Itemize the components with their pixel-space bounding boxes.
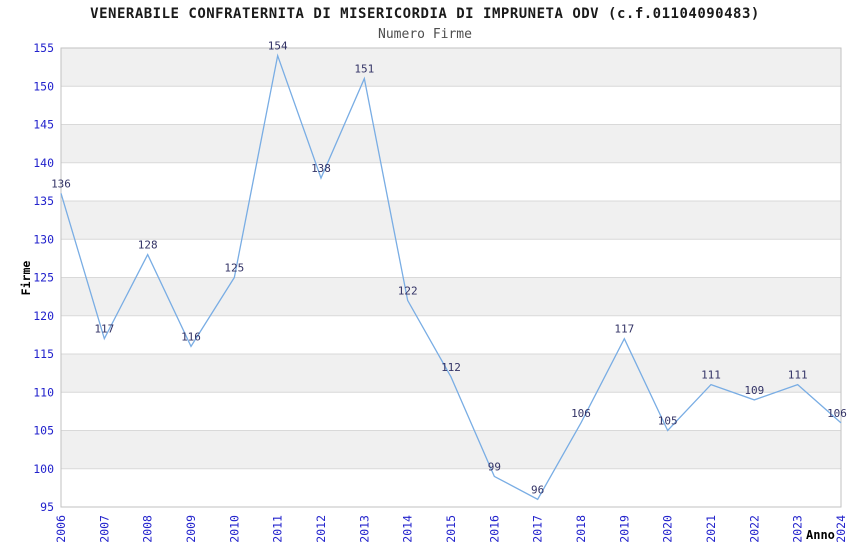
x-tick-label: 2011 <box>271 515 285 543</box>
data-point-label: 106 <box>571 407 591 420</box>
data-point-label: 116 <box>181 330 201 343</box>
x-tick-label: 2020 <box>661 515 675 543</box>
data-point-label: 111 <box>701 369 721 382</box>
plot-border <box>60 47 842 508</box>
y-tick-label: 130 <box>33 232 54 246</box>
y-axis-label: Firme <box>19 260 33 296</box>
x-tick-label: 2009 <box>184 515 198 543</box>
x-tick-label: 2019 <box>617 515 631 543</box>
plot-band <box>61 430 841 469</box>
data-point-label: 105 <box>658 415 678 428</box>
chart-subtitle: Numero Firme <box>378 27 472 42</box>
data-point-label: 112 <box>441 361 461 374</box>
plot-band <box>61 277 841 316</box>
y-tick-label: 135 <box>33 194 54 208</box>
x-tick-label: 2022 <box>747 515 761 543</box>
y-tick-label: 125 <box>33 271 54 285</box>
y-tick-label: 155 <box>33 41 54 55</box>
x-tick-label: 2017 <box>531 515 545 543</box>
plot-band <box>61 201 841 240</box>
x-tick-label: 2013 <box>357 515 371 543</box>
data-point-label: 138 <box>311 162 331 175</box>
x-tick-label: 2008 <box>141 515 155 543</box>
data-point-label: 154 <box>268 40 288 53</box>
data-point-label: 122 <box>398 284 418 297</box>
data-point-label: 106 <box>827 407 847 420</box>
plot-band <box>61 48 841 87</box>
y-tick-label: 115 <box>33 347 54 361</box>
x-tick-label: 2015 <box>444 515 458 543</box>
data-point-label: 151 <box>354 63 374 76</box>
x-axis-label: Anno <box>806 528 835 542</box>
data-point-label: 128 <box>138 239 158 252</box>
x-tick-label: 2012 <box>314 515 328 543</box>
plot-band <box>61 124 841 163</box>
x-tick-label: 2023 <box>791 515 805 543</box>
series-line <box>60 53 842 501</box>
x-tick-label: 2007 <box>97 515 111 543</box>
x-tick-label: 2014 <box>401 515 415 543</box>
y-tick-label: 140 <box>33 156 54 170</box>
y-tick-label: 145 <box>33 118 54 132</box>
y-tick-label: 120 <box>33 309 54 323</box>
y-tick-label: 110 <box>33 385 54 399</box>
y-tick-label: 100 <box>33 462 54 476</box>
data-point-label: 117 <box>614 323 634 336</box>
y-tick-label: 95 <box>40 500 54 514</box>
x-tick-label: 2010 <box>227 515 241 543</box>
data-point-label: 99 <box>488 460 501 473</box>
data-point-label: 111 <box>788 369 808 382</box>
y-tick-label: 105 <box>33 424 54 438</box>
data-point-label: 109 <box>744 384 764 397</box>
x-tick-label: 2024 <box>834 515 848 543</box>
data-point-label: 96 <box>531 483 544 496</box>
data-point-label: 136 <box>51 177 71 190</box>
y-tick-label: 150 <box>33 79 54 93</box>
data-point-label: 117 <box>94 323 114 336</box>
plot-band <box>61 354 841 393</box>
x-tick-label: 2021 <box>704 515 718 543</box>
data-point-label: 125 <box>224 262 244 275</box>
x-tick-label: 2016 <box>487 515 501 543</box>
chart-title: VENERABILE CONFRATERNITA DI MISERICORDIA… <box>90 6 760 22</box>
x-tick-label: 2018 <box>574 515 588 543</box>
x-tick-label: 2006 <box>54 515 68 543</box>
